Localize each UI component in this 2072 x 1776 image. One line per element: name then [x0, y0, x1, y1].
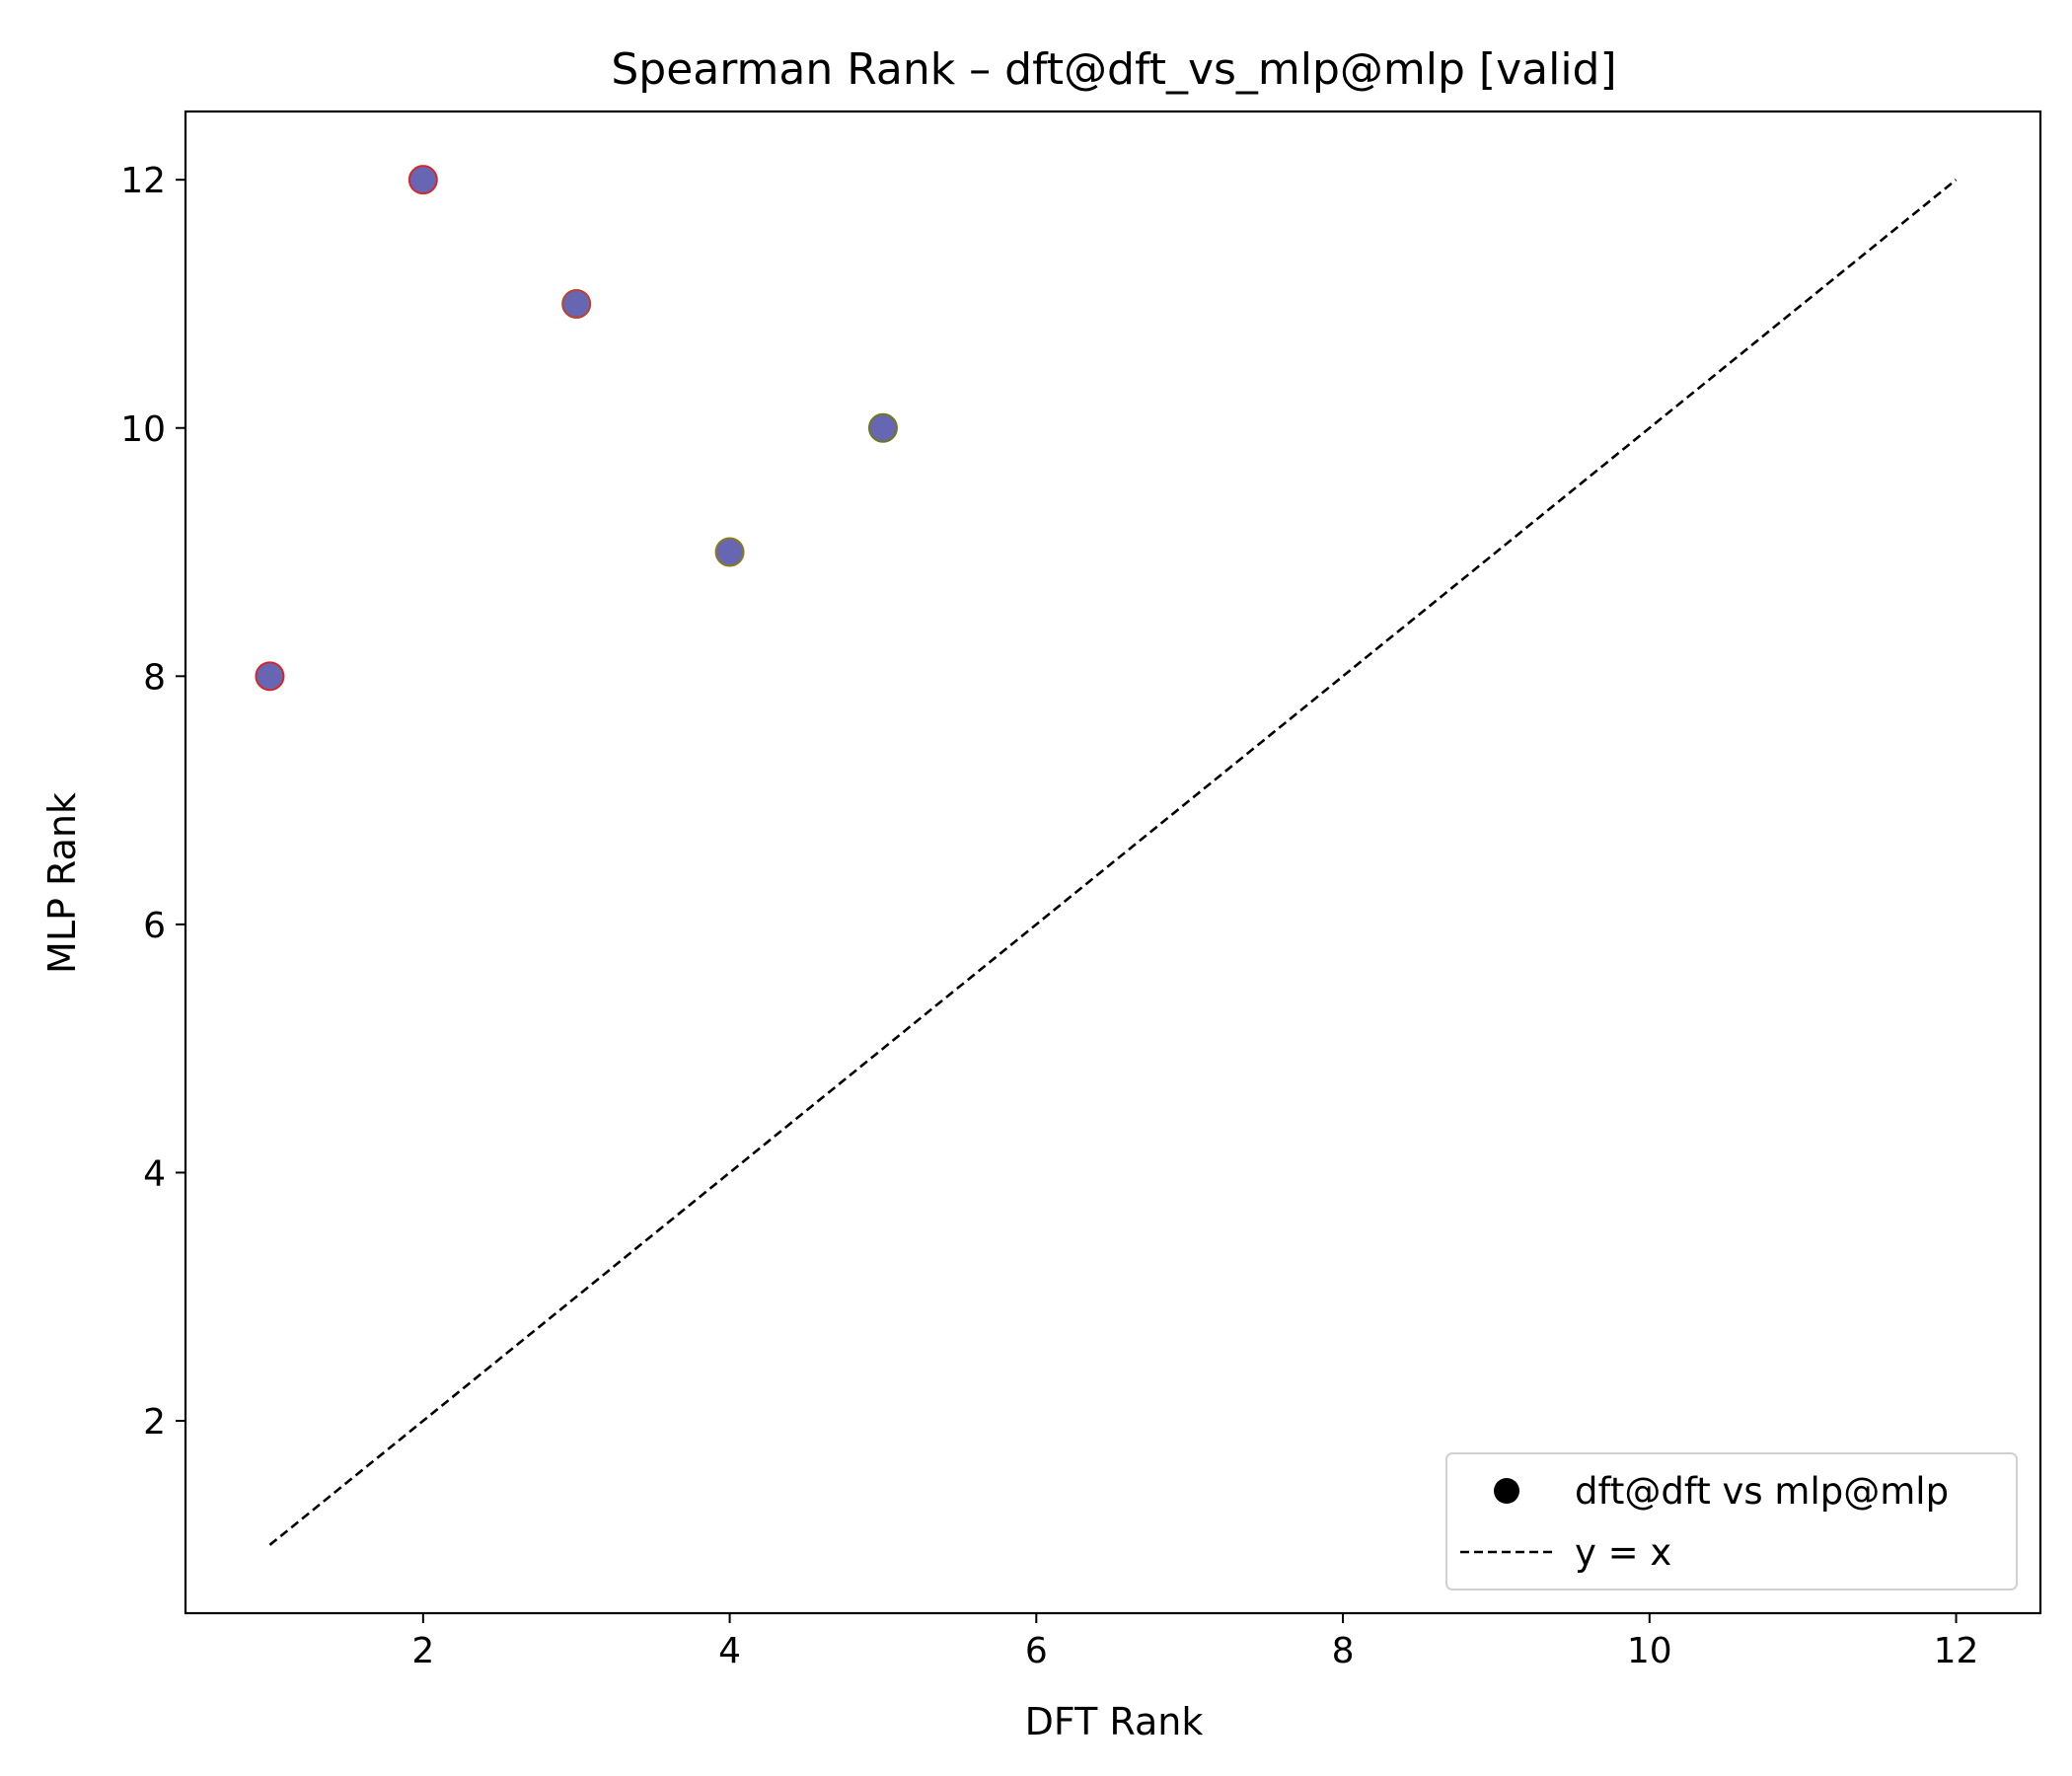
x-axis-label: DFT Rank [1025, 1700, 1204, 1743]
x-tick-label-8: 8 [1332, 1631, 1355, 1671]
x-tick-label-12: 12 [1934, 1631, 1979, 1671]
scatter-point-2 [407, 165, 438, 195]
scatter-point-1 [255, 661, 285, 692]
y-tick-label-2: 2 [143, 1402, 166, 1443]
y-tick-label-12: 12 [120, 161, 166, 201]
reference-line-y-equals-x [268, 179, 1958, 1546]
legend-label-2: y = x [1575, 1531, 1671, 1574]
x-tick-label-4: 4 [718, 1631, 741, 1671]
scatter-point-5 [867, 412, 898, 443]
legend-box [1445, 1452, 2018, 1591]
y-tick-label-6: 6 [143, 906, 166, 946]
scatter-point-4 [714, 537, 745, 567]
y-tick-label-10: 10 [120, 409, 166, 450]
y-axis-label: MLP Rank [40, 792, 84, 974]
legend-label-1: dft@dft vs mlp@mlp [1575, 1470, 1949, 1513]
plot-area: 2 4 6 8 10 12 2 4 6 8 10 12 [120, 110, 2042, 1671]
y-tick-label-4: 4 [143, 1153, 166, 1194]
plot-frame [184, 110, 2042, 1615]
scatter-point-3 [561, 288, 592, 319]
x-tick-label-2: 2 [411, 1631, 434, 1671]
x-tick-label-6: 6 [1025, 1631, 1048, 1671]
chart-title: Spearman Rank – dft@dft_vs_mlp@mlp [vali… [611, 44, 1616, 95]
x-tick-label-10: 10 [1627, 1631, 1672, 1671]
y-tick-label-8: 8 [143, 657, 166, 698]
legend-marker-points [1494, 1478, 1519, 1504]
legend: dft@dft vs mlp@mlp y = x [1445, 1452, 2018, 1591]
